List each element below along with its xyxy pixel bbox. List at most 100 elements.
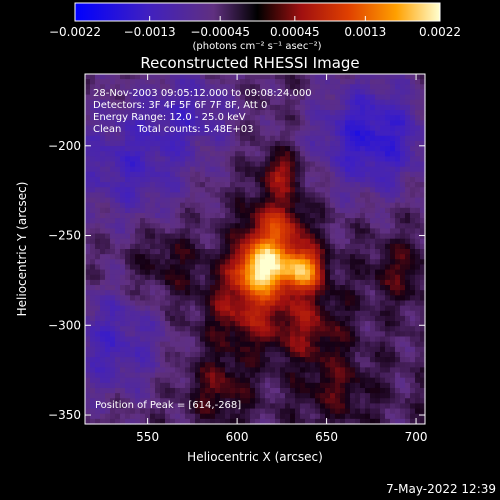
heatmap-cell: [300, 187, 306, 193]
heatmap-cell: [375, 135, 381, 142]
heatmap-cell: [180, 84, 186, 91]
heatmap-cell: [100, 393, 106, 399]
heatmap-cell: [225, 398, 231, 405]
heatmap-cell: [185, 274, 191, 281]
heatmap-cell: [155, 331, 161, 338]
heatmap-cell: [270, 357, 276, 363]
heatmap-cell: [145, 104, 151, 111]
heatmap-cell: [265, 223, 271, 230]
heatmap-cell: [420, 166, 426, 173]
heatmap-cell: [90, 357, 96, 363]
heatmap-cell: [185, 413, 191, 420]
heatmap-cell: [310, 207, 316, 214]
heatmap-cell: [280, 249, 286, 255]
heatmap-cell: [275, 94, 281, 101]
heatmap-cell: [315, 382, 321, 389]
heatmap-cell: [380, 146, 386, 152]
heatmap-cell: [415, 259, 421, 266]
heatmap-cell: [195, 310, 201, 317]
heatmap-cell: [235, 326, 241, 332]
heatmap-cell: [90, 326, 96, 332]
heatmap-cell: [170, 321, 176, 327]
heatmap-cell: [420, 336, 426, 343]
heatmap-cell: [105, 146, 111, 152]
heatmap-cell: [225, 130, 231, 137]
heatmap-cell: [185, 403, 191, 410]
heatmap-cell: [355, 125, 361, 132]
heatmap-cell: [345, 176, 351, 183]
heatmap-cell: [375, 104, 381, 111]
heatmap-cell: [125, 346, 131, 353]
heatmap-cell: [195, 418, 201, 425]
heatmap-cell: [135, 372, 141, 379]
heatmap-cell: [300, 418, 306, 425]
heatmap-cell: [190, 187, 196, 193]
heatmap-cell: [180, 408, 186, 415]
heatmap-cell: [105, 290, 111, 296]
heatmap-cell: [390, 218, 396, 224]
heatmap-cell: [200, 254, 206, 260]
heatmap-cell: [235, 372, 241, 379]
heatmap-cell: [255, 135, 261, 142]
heatmap-cell: [100, 130, 106, 137]
heatmap-cell: [275, 321, 281, 327]
heatmap-cell: [95, 377, 101, 384]
heatmap-cell: [270, 171, 276, 178]
heatmap-cell: [305, 413, 311, 420]
heatmap-cell: [395, 104, 401, 111]
heatmap-cell: [375, 326, 381, 332]
heatmap-cell: [395, 218, 401, 224]
heatmap-cell: [340, 212, 346, 219]
heatmap-cell: [280, 408, 286, 415]
heatmap-cell: [350, 197, 356, 204]
heatmap-cell: [410, 367, 416, 374]
heatmap-cell: [305, 146, 311, 152]
heatmap-cell: [380, 130, 386, 137]
heatmap-cell: [330, 305, 336, 312]
heatmap-cell: [115, 110, 121, 116]
heatmap-cell: [360, 254, 366, 260]
heatmap-cell: [260, 264, 266, 271]
heatmap-cell: [125, 351, 131, 358]
heatmap-cell: [135, 156, 141, 163]
heatmap-cell: [115, 171, 121, 178]
heatmap-cell: [250, 212, 256, 219]
heatmap-cell: [350, 336, 356, 343]
heatmap-cell: [405, 243, 411, 250]
heatmap-cell: [265, 264, 271, 271]
heatmap-cell: [350, 305, 356, 312]
heatmap-cell: [385, 207, 391, 214]
heatmap-cell: [165, 418, 171, 425]
heatmap-cell: [210, 74, 216, 80]
heatmap-cell: [360, 161, 366, 168]
heatmap-cell: [255, 187, 261, 193]
heatmap-cell: [195, 104, 201, 111]
heatmap-cell: [290, 171, 296, 178]
x-tick-label: 650: [315, 430, 338, 444]
heatmap-cell: [280, 228, 286, 235]
heatmap-cell: [375, 387, 381, 394]
heatmap-cell: [150, 115, 156, 121]
heatmap-cell: [280, 125, 286, 132]
heatmap-cell: [225, 259, 231, 266]
heatmap-cell: [90, 135, 96, 142]
heatmap-cell: [160, 367, 166, 374]
heatmap-cell: [295, 207, 301, 214]
heatmap-cell: [295, 218, 301, 224]
heatmap-cell: [255, 310, 261, 317]
heatmap-cell: [155, 89, 161, 96]
heatmap-cell: [320, 413, 326, 420]
heatmap-cell: [135, 398, 141, 405]
heatmap-cell: [325, 254, 331, 260]
heatmap-cell: [410, 372, 416, 379]
heatmap-cell: [315, 331, 321, 338]
heatmap-cell: [170, 223, 176, 230]
heatmap-cell: [105, 182, 111, 188]
heatmap-cell: [300, 367, 306, 374]
heatmap-cell: [275, 331, 281, 338]
heatmap-cell: [120, 197, 126, 204]
heatmap-cell: [150, 176, 156, 183]
heatmap-cell: [260, 387, 266, 394]
heatmap-cell: [125, 331, 131, 338]
heatmap-cell: [145, 187, 151, 193]
